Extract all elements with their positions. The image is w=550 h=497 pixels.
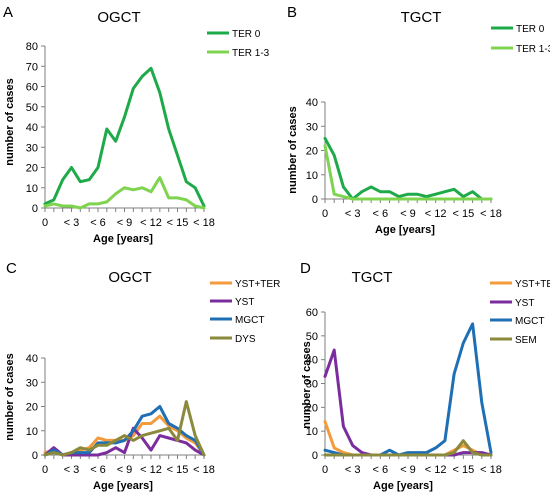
panel-a-legend-label: TER 0: [232, 29, 261, 40]
panel-b-y-tick-label: 40: [306, 97, 318, 109]
panel-d-legend-label: YST: [515, 298, 534, 309]
panel-a-ylabel: number of cases: [4, 78, 16, 165]
panel-d-ylabel: number of cases: [301, 341, 313, 428]
panel-b-y-tick-label: 10: [306, 170, 318, 182]
panel-c-x-tick-label: 0: [42, 464, 48, 476]
panel-b-xlabel: Age [years]: [375, 224, 435, 236]
panel-d-series-line-2: [323, 348, 493, 457]
panel-a-y-tick-label: 0: [32, 203, 38, 215]
panel-d-x-tick-label: < 15: [452, 464, 474, 476]
panel-c-x-tick-label: < 9: [117, 464, 133, 476]
panel-d-x-tick-label: < 6: [373, 464, 389, 476]
panel-d-xlabel: Age [years]: [373, 480, 433, 492]
panel-d-legend-label: YST+TER: [515, 279, 550, 290]
panel-c-series-line-4: [43, 400, 206, 457]
panel-d-y-tick-label: 40: [306, 355, 318, 367]
panel-d-x-tick-label: < 9: [400, 464, 416, 476]
panel-c-legend-label: YST+TER: [235, 279, 280, 290]
panel-d-legend-label: SEM: [515, 335, 537, 346]
panel-b: B TGCT 0 10 20 30 40 0 < 3 < 6 < 9 < 12 < 15 < 18 TE…: [287, 4, 550, 236]
panel-a-x-tick-label: < 12: [140, 217, 162, 229]
panel-c-ylabel: number of cases: [4, 353, 16, 440]
panel-d-letter: D: [300, 260, 311, 277]
panel-d-series-line-4: [323, 439, 493, 457]
panel-b-y-tick-label: 20: [306, 146, 318, 158]
panel-c-x-tick-label: < 15: [167, 464, 189, 476]
panel-c-letter: C: [6, 260, 17, 277]
panel-a-plot: 0 10 20 30 40 50 60 70 80 0 < 3 < 6 < 9 < 12 < 15 < 18 T…: [26, 29, 270, 229]
panel-d-y-tick-label: 10: [306, 426, 318, 438]
panel-c-legend-label: DYS: [235, 334, 256, 345]
panel-a-title: OGCT: [97, 9, 140, 26]
panel-c-title: OGCT: [108, 269, 151, 286]
panel-a-x-tick-label: < 3: [64, 217, 80, 229]
panel-a-y-tick-label: 40: [26, 122, 38, 134]
panel-c-legend-label: MGCT: [235, 315, 264, 326]
panel-a-series-line-2: [43, 176, 206, 210]
panel-b-x-tick-label: < 3: [345, 208, 361, 220]
panel-c-legend-label: YST: [235, 297, 254, 308]
panel-d-title: TGCT: [352, 269, 393, 286]
panel-d-plot: 0 10 20 30 40 50 60 0 < 3 < 6 < 9 < 12 < 15 < 18 YST+T…: [306, 279, 550, 476]
panel-d-x-tick-label: < 12: [425, 464, 447, 476]
panel-a-series-line-1: [43, 66, 206, 208]
panel-c-y-tick-label: 30: [26, 377, 38, 389]
panel-b-x-tick-label: < 18: [480, 208, 502, 220]
panel-b-ylabel: number of cases: [287, 106, 299, 193]
panel-b-y-tick-label: 30: [306, 121, 318, 133]
panel-c-x-tick-label: < 3: [64, 464, 80, 476]
panel-d-x-tick-label: < 18: [480, 464, 502, 476]
panel-a-x-tick-label: < 15: [167, 217, 189, 229]
panel-d-x-tick-label: 0: [322, 464, 328, 476]
panel-a-x-tick-label: < 18: [193, 217, 215, 229]
panel-a-y-tick-label: 80: [26, 41, 38, 53]
panel-c-xlabel: Age [years]: [93, 480, 153, 492]
panel-c-y-tick-label: 40: [26, 353, 38, 365]
panel-c-plot: 0 10 20 30 40 0 < 3 < 6 < 9 < 12 < 15 < 18 YST+TER YS…: [26, 279, 281, 476]
panel-a-y-tick-label: 70: [26, 61, 38, 73]
panel-b-x-tick-label: < 6: [373, 208, 389, 220]
panel-d-x-tick-label: < 3: [345, 464, 361, 476]
panel-b-legend-label: TER 0: [516, 24, 545, 35]
panel-b-y-tick-label: 0: [312, 194, 318, 206]
panel-a: A OGCT 0 10 20 30 40 50 60 70 80 0 < 3 < 6 < 9 < 12 < …: [3, 4, 270, 245]
panel-d-y-tick-label: 60: [306, 307, 318, 319]
panel-b-x-tick-label: < 12: [425, 208, 447, 220]
panel-d-y-tick-label: 30: [306, 379, 318, 391]
panel-b-plot: 0 10 20 30 40 0 < 3 < 6 < 9 < 12 < 15 < 18 TER 0 TER …: [306, 24, 550, 220]
panel-c-x-tick-label: < 6: [90, 464, 106, 476]
panel-a-y-tick-label: 60: [26, 82, 38, 94]
panel-a-x-tick-label: < 9: [117, 217, 133, 229]
panel-a-y-tick-label: 10: [26, 183, 38, 195]
panel-c-x-tick-label: < 12: [140, 464, 162, 476]
panel-b-legend-label: TER 1-3: [516, 44, 550, 55]
panel-b-x-tick-label: < 9: [400, 208, 416, 220]
panel-b-title: TGCT: [401, 9, 442, 26]
panel-a-y-tick-label: 30: [26, 142, 38, 154]
panel-b-x-tick-label: < 15: [452, 208, 474, 220]
panel-a-letter: A: [3, 4, 13, 21]
panel-a-x-tick-label: < 6: [90, 217, 106, 229]
panel-b-letter: B: [287, 4, 297, 21]
panel-c: C OGCT 0 10 20 30 40 0 < 3 < 6 < 9 < 12 < 15 < 18 YS…: [4, 260, 280, 492]
panel-b-series-line-1: [323, 136, 493, 201]
panel-a-xlabel: Age [years]: [93, 233, 153, 245]
panel-c-y-tick-label: 0: [32, 450, 38, 462]
panel-a-y-tick-label: 50: [26, 102, 38, 114]
panel-d-legend-label: MGCT: [515, 316, 544, 327]
panel-d-y-tick-label: 20: [306, 402, 318, 414]
panel-c-x-tick-label: < 18: [193, 464, 215, 476]
panel-b-series-line-2: [323, 144, 493, 201]
panel-a-x-tick-label: 0: [42, 217, 48, 229]
panel-b-x-tick-label: 0: [322, 208, 328, 220]
panel-d: D TGCT 0 10 20 30 40 50 60 0 < 3 < 6 < 9 < 12 < 15 < …: [300, 260, 550, 492]
panel-d-series-line-3: [323, 322, 493, 457]
panel-a-legend-label: TER 1-3: [232, 48, 270, 59]
panel-c-y-tick-label: 20: [26, 402, 38, 414]
panel-d-y-tick-label: 50: [306, 331, 318, 343]
panel-a-y-tick-label: 20: [26, 163, 38, 175]
panel-d-y-tick-label: 0: [312, 450, 318, 462]
panel-c-y-tick-label: 10: [26, 426, 38, 438]
